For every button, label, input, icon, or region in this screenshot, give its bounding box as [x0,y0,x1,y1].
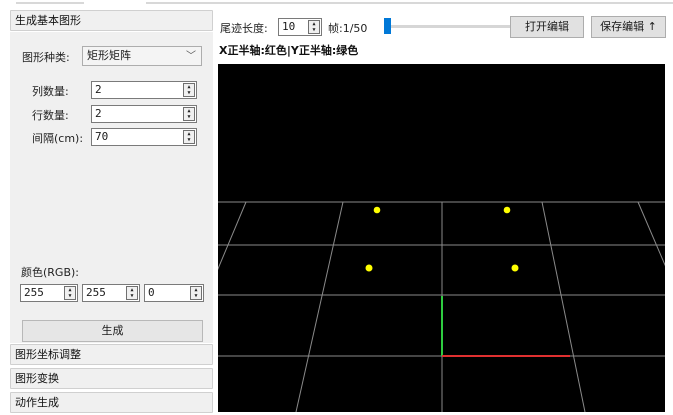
grid-line [157,201,247,413]
axis-color-caption: X正半轴:红色|Y正半轴:绿色 [219,44,359,57]
color-b-input[interactable]: 0 ▲ ▼ [144,284,204,302]
section-header-action[interactable]: 动作生成 [10,392,213,413]
chevron-down-icon: ﹀ [186,51,196,62]
left-panel: 生成基本图形 图形种类: 矩形矩阵 ﹀ 列数量: 2 ▲ ▼ 行数量: 2 ▲ ▼ … [10,10,214,413]
save-editor-button[interactable]: 保存编辑 ↑ [591,16,666,38]
spin-down-icon[interactable]: ▼ [194,293,198,299]
color-g-value: 255 [86,286,106,299]
top-tab-strip [0,0,673,6]
spin-down-icon[interactable]: ▼ [130,293,134,299]
rows-label: 行数量: [32,109,69,122]
spin-up-icon[interactable]: ▲ [187,84,191,90]
color-label: 颜色(RGB): [21,266,80,279]
spin-up-icon[interactable]: ▲ [187,131,191,137]
spin-down-icon[interactable]: ▼ [187,137,191,143]
section-header-transform[interactable]: 图形变换 [10,368,213,389]
spacing-value: 70 [95,130,109,143]
generate-section-body: 图形种类: 矩形矩阵 ﹀ 列数量: 2 ▲ ▼ 行数量: 2 ▲ ▼ 间隔(cm):… [10,32,213,343]
spin-up-icon[interactable]: ▲ [187,108,191,114]
rows-input[interactable]: 2 ▲ ▼ [91,105,197,123]
spin-up-icon[interactable]: ▲ [194,287,198,293]
shape-point [503,206,511,214]
columns-label: 列数量: [32,85,69,98]
frame-counter: 帧:1/50 [328,22,368,35]
scene-canvas [157,201,673,413]
spin-down-icon[interactable]: ▼ [187,114,191,120]
color-r-input[interactable]: 255 ▲ ▼ [20,284,78,302]
tab-indicator [146,2,673,4]
columns-value: 2 [95,83,102,96]
arrow-up-icon: ↑ [647,20,657,33]
3d-viewport[interactable] [157,64,673,413]
save-editor-label: 保存编辑 [600,20,645,33]
rows-value: 2 [95,107,102,120]
playback-toolbar: 尾迹长度: 10 ▲ ▼ 帧:1/50 打开编辑 保存编辑 ↑ [218,16,673,38]
color-b-value: 0 [148,286,155,299]
color-r-value: 255 [24,286,44,299]
spin-down-icon[interactable]: ▼ [312,27,316,33]
trail-length-label: 尾迹长度: [220,22,268,35]
spin-down-icon[interactable]: ▼ [68,293,72,299]
color-g-input[interactable]: 255 ▲ ▼ [82,284,140,302]
frame-slider-handle[interactable] [384,18,391,34]
spin-down-icon[interactable]: ▼ [187,90,191,96]
open-editor-button[interactable]: 打开编辑 [510,16,584,38]
shape-type-value: 矩形矩阵 [87,49,131,62]
grid-line [637,201,673,285]
trail-length-value: 10 [282,20,296,33]
generate-button[interactable]: 生成 [22,320,203,342]
shape-type-label: 图形种类: [22,51,70,64]
shape-point [511,264,519,272]
columns-input[interactable]: 2 ▲ ▼ [91,81,197,99]
section-header-coord-adjust[interactable]: 图形坐标调整 [10,344,213,365]
shape-type-select[interactable]: 矩形矩阵 ﹀ [82,46,202,66]
spacing-label: 间隔(cm): [32,132,84,145]
spacing-input[interactable]: 70 ▲ ▼ [91,128,197,146]
spin-up-icon[interactable]: ▲ [130,287,134,293]
spin-up-icon[interactable]: ▲ [312,21,316,27]
grid-line [541,201,586,413]
frame-slider[interactable] [384,25,536,28]
trail-length-input[interactable]: 10 ▲ ▼ [278,18,322,36]
grid-line [295,201,344,413]
tab-indicator [16,2,84,4]
spin-up-icon[interactable]: ▲ [68,287,72,293]
shape-point [365,264,373,272]
shape-point [373,206,381,214]
section-header-generate[interactable]: 生成基本图形 [10,10,213,31]
